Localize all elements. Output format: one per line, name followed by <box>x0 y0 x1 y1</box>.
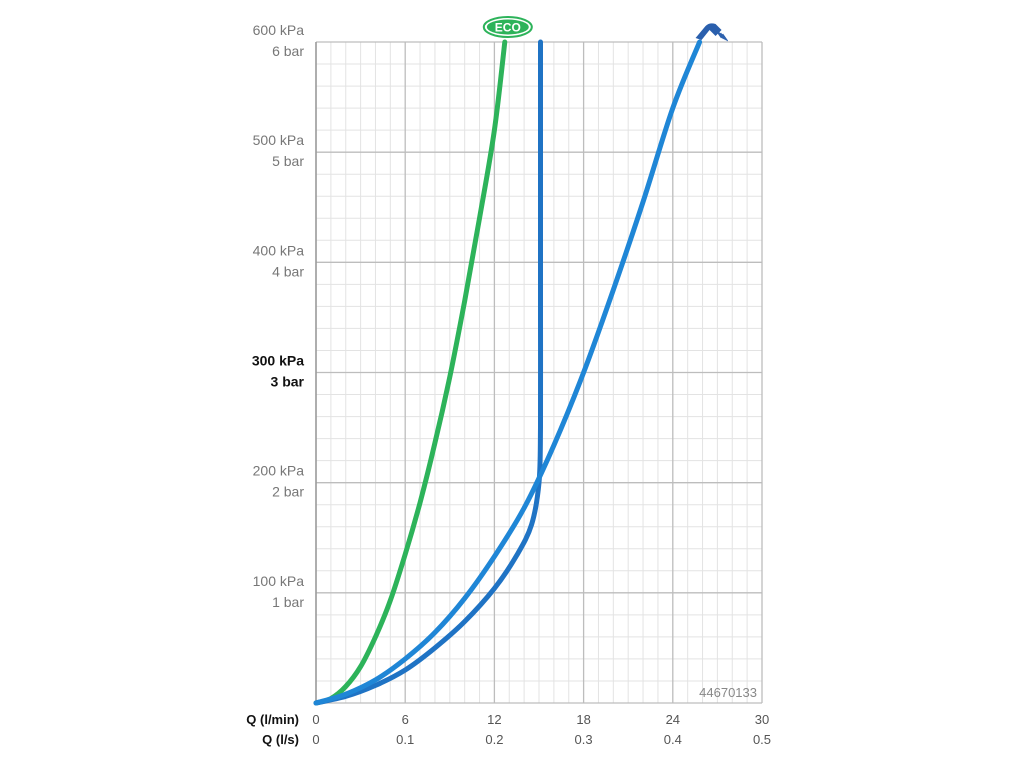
y-tick-label-kpa: 200 kPa <box>253 463 305 479</box>
x-tick-label-lmin: 6 <box>402 712 409 727</box>
eco-badge-fill <box>486 19 529 35</box>
x-axis-label-lmin: Q (l/min) <box>246 712 299 727</box>
y-tick-label-bar: 3 bar <box>271 374 305 390</box>
eco-badge-label: ECO <box>495 21 521 35</box>
y-tick-label-kpa: 100 kPa <box>253 573 305 589</box>
x-tick-label-ls: 0.4 <box>664 732 682 747</box>
x-tick-label-ls: 0 <box>312 732 319 747</box>
y-tick-label-bar: 5 bar <box>272 153 304 169</box>
hand-shower-spray <box>722 33 729 42</box>
x-tick-label-ls: 0.3 <box>575 732 593 747</box>
series-line-hand-shower <box>313 39 703 706</box>
y-tick-label-kpa: 500 kPa <box>253 132 305 148</box>
product-code: 44670133 <box>699 685 757 700</box>
y-tick-label-kpa: 400 kPa <box>253 242 305 258</box>
y-tick-label-bar: 6 bar <box>272 43 304 59</box>
series-line-flow-limited <box>313 39 544 706</box>
hand-shower-icon <box>695 23 729 42</box>
x-tick-label-ls: 0.2 <box>485 732 503 747</box>
y-tick-label-bar: 2 bar <box>272 484 304 500</box>
hand-shower-body <box>695 23 722 41</box>
y-tick-label-bar: 1 bar <box>272 594 304 610</box>
hand-shower-spray <box>718 31 725 40</box>
x-tick-label-lmin: 30 <box>755 712 769 727</box>
y-tick-label-bar: 4 bar <box>272 263 304 279</box>
y-axis-ticks: 100 kPa 1 bar 200 kPa 2 bar 300 kPa 3 bar 400 … <box>252 22 305 610</box>
y-tick-label-kpa: 600 kPa <box>253 22 305 38</box>
series-markers: ECO <box>482 16 729 42</box>
eco-badge: ECO <box>482 16 533 38</box>
hand-shower-spray <box>716 30 723 39</box>
x-tick-label-lmin: 12 <box>487 712 501 727</box>
x-tick-label-lmin: 18 <box>576 712 590 727</box>
series-lines <box>313 39 703 706</box>
x-tick-label-lmin: 0 <box>312 712 319 727</box>
x-axis-label-ls: Q (l/s) <box>262 732 299 747</box>
hand-shower-spray <box>720 32 727 41</box>
x-tick-label-ls: 0.5 <box>753 732 771 747</box>
y-tick-label-kpa: 300 kPa <box>252 353 304 369</box>
x-axis-ticks: 0 0 6 0.1 12 0.2 18 0.3 24 0.4 30 0.5 <box>312 712 771 747</box>
x-tick-label-ls: 0.1 <box>396 732 414 747</box>
series-line-eco <box>313 39 508 706</box>
x-tick-label-lmin: 24 <box>666 712 680 727</box>
